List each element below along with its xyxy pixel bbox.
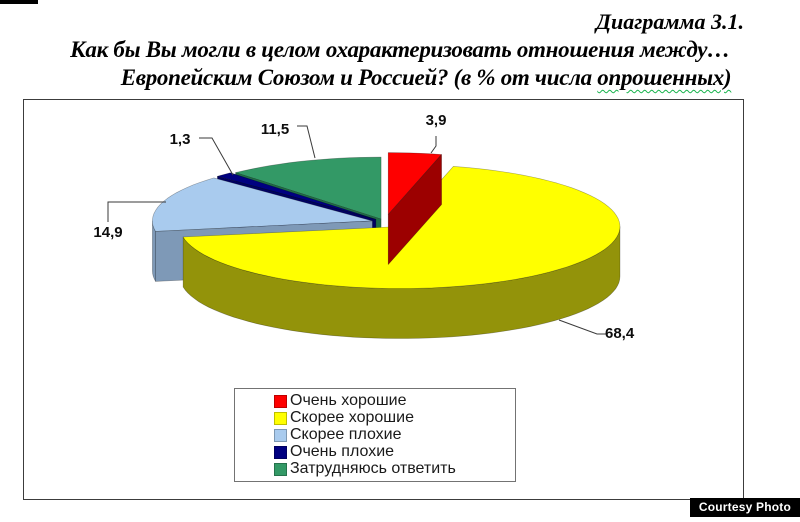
value-label-skoree-plokhie: 14,9 [93, 224, 123, 241]
legend-item: Скорее плохие [274, 427, 515, 443]
legend-swatch-yellow [274, 411, 287, 425]
leader-line-yellow [558, 319, 607, 335]
legend-label: Затрудняюсь ответить [290, 460, 456, 477]
leader-line-lightblue [107, 201, 166, 222]
legend-label: Очень плохие [290, 443, 395, 460]
courtesy-photo-badge: Courtesy Photo [689, 498, 800, 517]
leader-line-navy [199, 137, 234, 176]
chart-question-line2-prefix: Европейским Союзом и Россией? (в % от чи… [120, 65, 598, 90]
value-label-zatrudnyayus-otvetit: 11,5 [260, 121, 290, 138]
value-label-ochen-plokhie: 1,3 [169, 131, 191, 148]
legend-item: Очень хорошие [274, 393, 515, 409]
chart-question-line2: Европейским Союзом и Россией? (в % от чи… [0, 64, 800, 92]
legend-swatch-green [274, 462, 287, 476]
pie-slice-4-top [235, 156, 382, 220]
pie-slice-0-top [387, 152, 442, 215]
chart-question-line1: Как бы Вы могли в целом охарактеризовать… [70, 37, 730, 62]
chart-header: Диаграмма 3.1. Как бы Вы могли в целом о… [0, 8, 800, 92]
legend-item: Очень плохие [274, 444, 515, 460]
leader-line-green [297, 125, 316, 159]
spellcheck-underlined-word: опрошенных) [597, 65, 732, 90]
scan-artifact-mark [0, 0, 38, 4]
legend-label: Скорее плохие [290, 426, 402, 443]
value-label-ochen-khoroshie: 3,9 [425, 112, 447, 129]
pie-slice-0-edge-wall [387, 154, 442, 265]
legend-box: Очень хорошие Скорее хорошие Скорее плох… [234, 388, 516, 482]
legend-label: Скорее хорошие [290, 409, 414, 426]
pie-slice-2-top [152, 177, 373, 232]
legend-swatch-red [274, 394, 287, 408]
legend-label: Очень хорошие [290, 392, 407, 409]
legend-item: Скорее хорошие [274, 410, 515, 426]
legend-swatch-lightblue [274, 428, 287, 442]
value-label-skoree-khoroshie: 68,4 [605, 325, 635, 342]
legend-item: Затрудняюсь ответить [274, 461, 515, 477]
chart-number-title: Диаграмма 3.1. [595, 9, 744, 34]
legend-swatch-navy [274, 445, 287, 459]
pie-slice-3-top [217, 172, 377, 220]
leader-line-red [430, 136, 437, 154]
